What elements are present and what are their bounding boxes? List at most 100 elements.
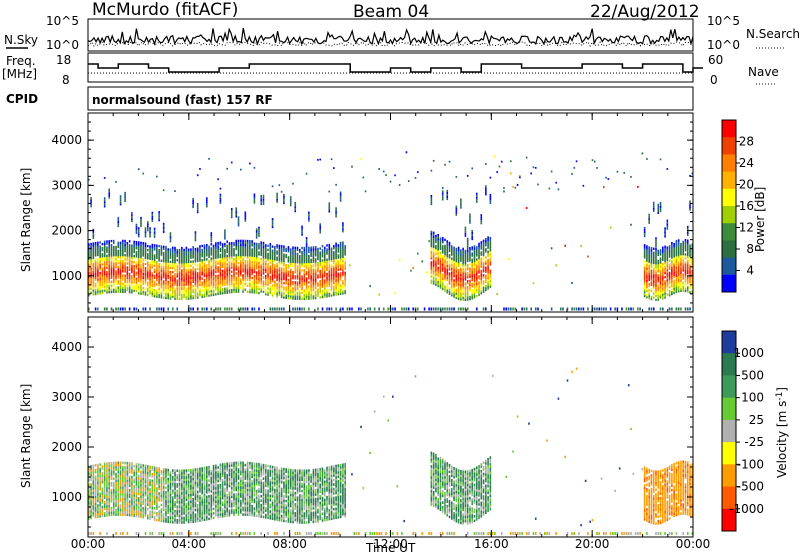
power-cell [661,287,664,290]
power-cell [133,250,135,254]
power-cell [646,277,648,281]
power-cell [162,270,165,273]
power-cell [319,247,322,250]
power-cell [280,253,283,256]
power-cell [298,261,301,264]
power-cell [333,283,335,287]
power-cell [226,277,228,280]
power-cell [303,291,306,294]
power-cell [308,273,310,276]
power-cell [571,173,573,175]
power-cell [128,291,131,294]
power-cell [192,284,194,288]
power-cell [153,264,156,267]
power-cell [326,260,328,263]
power-cell [312,264,315,267]
power-cell [464,286,467,289]
power-cell [448,249,451,253]
power-cell [215,293,217,296]
power-cell [92,264,95,268]
power-cell [199,251,201,254]
power-cell [453,275,455,278]
velocity-cell [110,477,113,481]
power-cell [668,259,671,262]
power-cell [260,249,263,252]
power-cell [441,307,444,311]
power-cell [137,286,140,289]
power-cell [471,295,474,298]
power-cell [249,250,251,253]
power-cell [242,257,244,261]
power-cell [657,203,660,206]
power-cell [149,279,151,283]
power-cell [435,246,437,250]
power-colorbar-label: Power [dB] [753,187,767,252]
power-cell [269,265,272,268]
power-cell [101,275,104,278]
power-cell [439,267,442,271]
power-cell [140,266,142,269]
power-cell [217,245,219,249]
power-cell [158,275,160,278]
power-cell [675,290,678,294]
power-cell [233,264,235,267]
power-cell [267,256,269,260]
power-cell [135,255,138,258]
power-cell [580,307,582,311]
power-cell [512,185,514,188]
power-cell [221,279,224,283]
power-cell [321,269,324,272]
power-cell [178,279,181,282]
power-cell [253,250,256,253]
power-cell [262,243,265,247]
power-cell [482,261,485,265]
power-cell [655,288,657,291]
power-cell [464,292,467,295]
power-cell [269,281,272,285]
power-cell [122,262,124,265]
power-cell [428,307,430,311]
power-cell [668,283,671,287]
power-cell [367,307,369,311]
velocity-cell [115,484,117,487]
power-cell [205,199,208,202]
power-cell [475,288,478,292]
power-cell [283,263,285,267]
power-cell [596,167,598,169]
power-cell [677,259,680,262]
power-cell [101,281,104,284]
velocity-cell [101,512,104,515]
power-cell [441,275,444,278]
velocity-cell [88,501,90,505]
power-cell [97,272,99,275]
power-cell [294,293,297,296]
power-cell [485,260,487,263]
power-cell [303,283,306,286]
power-cell [190,250,192,253]
power-cell [441,190,444,193]
power-cell [237,268,240,271]
power-cell [162,224,165,227]
power-cell [314,290,317,294]
power-cell [675,246,678,249]
power-cell [169,285,172,288]
power-cell [278,285,281,288]
power-cell [246,278,249,281]
power-cell [190,252,192,255]
velocity-cell [115,490,117,494]
power-cell [103,289,106,292]
power-cell [437,242,439,245]
power-cell [671,288,673,292]
power-cell [219,292,222,295]
power-cell [673,275,675,278]
power-cell [296,265,299,268]
power-cell [303,279,306,282]
power-cell [460,298,462,301]
power-cell [684,283,687,287]
power-cell [160,265,163,268]
power-cell [106,274,108,278]
power-cell [575,307,578,311]
power-cell [212,261,215,264]
power-cell [462,282,464,285]
power-cell [684,279,687,283]
